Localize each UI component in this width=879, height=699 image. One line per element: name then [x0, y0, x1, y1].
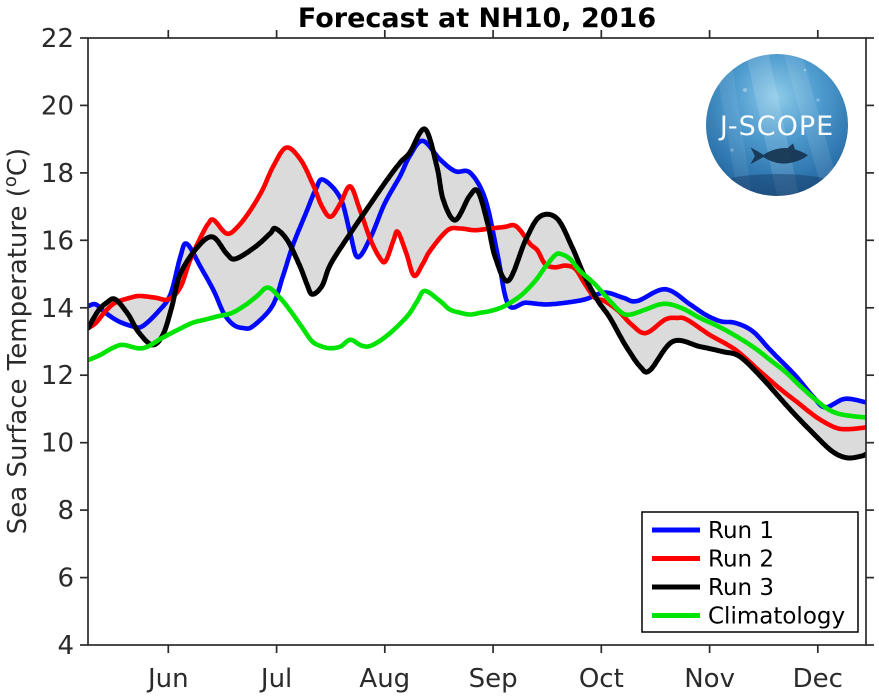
y-axis-tick-label: 20 — [41, 91, 74, 121]
x-axis-tick-label: Oct — [579, 664, 624, 694]
legend-item: Climatology — [652, 604, 845, 630]
x-axis-tick-label: Nov — [684, 664, 735, 694]
legend-item: Run 3 — [652, 575, 774, 601]
y-axis-tick-label: 10 — [41, 429, 74, 459]
y-axis-label: Sea Surface Temperature (oC) — [0, 148, 33, 534]
bubble — [730, 148, 734, 152]
logo-circle — [706, 54, 848, 196]
plot-area — [88, 126, 866, 461]
y-axis-tick-label: 4 — [57, 631, 74, 661]
light-ray — [714, 54, 752, 196]
logo-wordmark: J-SCOPE — [718, 111, 834, 142]
legend-label: Run 1 — [708, 518, 774, 544]
light-ray — [782, 54, 840, 190]
legend-label: Climatology — [708, 604, 845, 630]
legend-item: Run 1 — [652, 518, 774, 544]
y-axis-tick-label: 18 — [41, 159, 74, 189]
fish-icon — [750, 143, 808, 165]
legend-item: Run 2 — [652, 547, 774, 573]
line-run-2 — [88, 145, 866, 432]
bubble — [803, 68, 807, 72]
x-axis-tick-label: Jul — [259, 664, 292, 694]
x-axis-tick-label: Aug — [359, 664, 410, 694]
line-run-3 — [88, 126, 866, 461]
line-climatology — [88, 251, 866, 420]
y-axis-tick-label: 22 — [41, 24, 74, 54]
x-axis-tick-label: Sep — [469, 664, 518, 694]
chart-title: Forecast at NH10, 2016 — [298, 3, 656, 34]
jscope-logo: J-SCOPE — [706, 54, 848, 196]
line-run-1 — [88, 138, 866, 410]
bubble — [816, 98, 820, 102]
legend-label: Run 3 — [708, 575, 774, 601]
y-axis-tick-label: 16 — [41, 226, 74, 256]
y-axis-tick-label: 14 — [41, 294, 74, 324]
sea-floor-shadow — [706, 174, 848, 196]
y-axis-tick-label: 6 — [57, 564, 74, 594]
legend-label: Run 2 — [708, 547, 774, 573]
bubble — [743, 88, 747, 92]
x-axis-tick-label: Dec — [793, 664, 843, 694]
x-axis-tick-label: Jun — [146, 664, 189, 694]
plot-border — [87, 37, 867, 646]
y-axis-tick-label: 8 — [57, 496, 74, 526]
axes: Jun Jul Aug Sep Oct Nov Dec 4 6 8 10 12 14 16 18 20 22 — [41, 24, 874, 694]
ensemble-envelope — [88, 128, 866, 458]
y-axis-tick-label: 12 — [41, 361, 74, 391]
